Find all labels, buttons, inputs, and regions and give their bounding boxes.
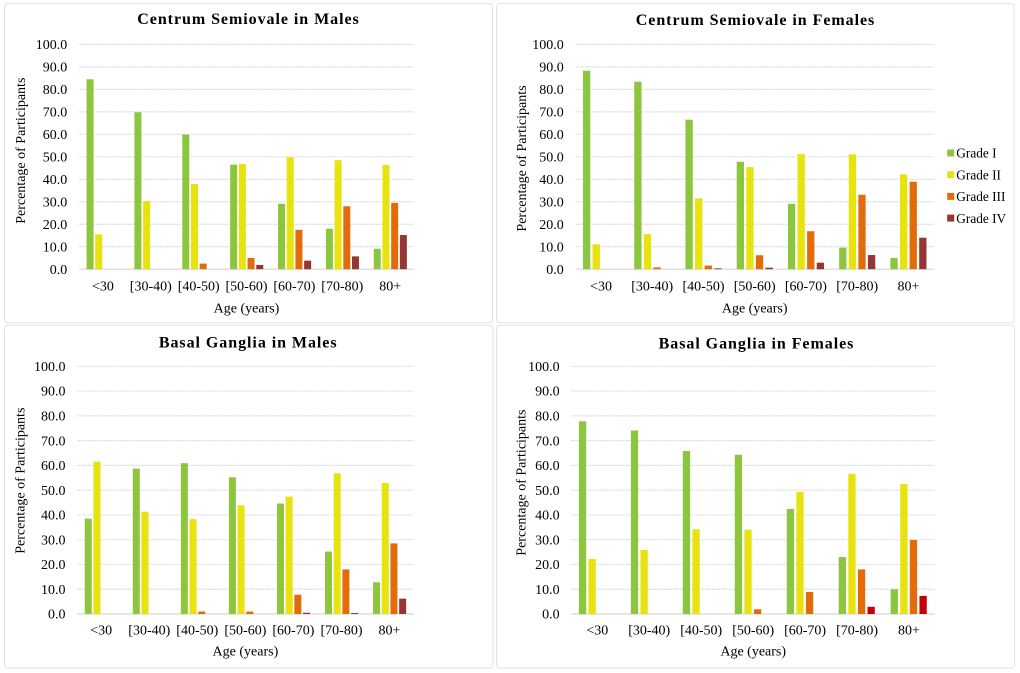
svg-text:[50-60): [50-60) [224, 623, 266, 638]
svg-text:20.0: 20.0 [539, 218, 564, 233]
svg-text:20.0: 20.0 [41, 558, 66, 573]
svg-text:Age (years): Age (years) [722, 301, 788, 316]
svg-text:60.0: 60.0 [539, 128, 564, 143]
svg-text:10.0: 10.0 [535, 583, 560, 598]
svg-text:60.0: 60.0 [535, 459, 560, 474]
svg-text:[50-60): [50-60) [732, 623, 774, 638]
svg-text:50.0: 50.0 [539, 150, 564, 165]
svg-text:70.0: 70.0 [535, 434, 560, 449]
svg-text:20.0: 20.0 [43, 218, 68, 233]
svg-text:90.0: 90.0 [43, 61, 68, 76]
svg-text:30.0: 30.0 [41, 533, 66, 548]
svg-text:30.0: 30.0 [535, 533, 560, 548]
svg-text:100.0: 100.0 [528, 360, 560, 375]
svg-text:[40-50): [40-50) [176, 623, 218, 638]
svg-text:60.0: 60.0 [43, 128, 68, 143]
svg-text:[40-50): [40-50) [680, 623, 722, 638]
svg-text:[70-80): [70-80) [836, 279, 878, 294]
svg-text:90.0: 90.0 [535, 385, 560, 400]
svg-text:40.0: 40.0 [535, 509, 560, 524]
svg-text:80.0: 80.0 [43, 83, 68, 98]
svg-text:Percentage of Participants: Percentage of Participants [14, 408, 29, 554]
svg-text:<30: <30 [586, 623, 608, 638]
svg-text:Percentage of Participants: Percentage of Participants [515, 85, 530, 231]
svg-text:[30-40): [30-40) [130, 279, 172, 294]
svg-text:80.0: 80.0 [535, 409, 560, 424]
svg-text:70.0: 70.0 [43, 105, 68, 120]
svg-text:[60-70): [60-70) [273, 279, 315, 294]
svg-text:[70-80): [70-80) [321, 279, 363, 294]
svg-text:80.0: 80.0 [539, 83, 564, 98]
svg-text:Grade I: Grade I [956, 146, 996, 161]
svg-text:20.0: 20.0 [535, 558, 560, 573]
svg-text:[30-40): [30-40) [628, 623, 670, 638]
svg-text:40.0: 40.0 [43, 173, 68, 188]
svg-text:70.0: 70.0 [41, 434, 66, 449]
svg-text:50.0: 50.0 [43, 150, 68, 165]
svg-text:[70-80): [70-80) [321, 623, 363, 638]
svg-text:40.0: 40.0 [41, 509, 66, 524]
svg-text:100.0: 100.0 [532, 38, 564, 53]
svg-text:40.0: 40.0 [539, 173, 564, 188]
svg-text:[40-50): [40-50) [178, 279, 220, 294]
svg-text:[30-40): [30-40) [128, 623, 170, 638]
svg-text:0.0: 0.0 [542, 608, 560, 623]
svg-text:50.0: 50.0 [41, 484, 66, 499]
svg-text:Percentage of Participants: Percentage of Participants [515, 410, 530, 556]
svg-text:90.0: 90.0 [539, 61, 564, 76]
svg-text:80.0: 80.0 [41, 409, 66, 424]
svg-text:80+: 80+ [379, 623, 401, 638]
svg-text:<30: <30 [92, 279, 114, 294]
svg-text:[50-60): [50-60) [226, 279, 268, 294]
svg-text:<30: <30 [90, 623, 112, 638]
svg-text:<30: <30 [590, 279, 612, 294]
svg-text:Basal Ganglia in Females: Basal Ganglia in Females [659, 336, 855, 353]
svg-text:100.0: 100.0 [34, 360, 66, 375]
svg-text:90.0: 90.0 [41, 385, 66, 400]
svg-text:0.0: 0.0 [48, 608, 66, 623]
svg-text:10.0: 10.0 [41, 583, 66, 598]
svg-text:Age (years): Age (years) [720, 645, 786, 660]
svg-text:70.0: 70.0 [539, 105, 564, 120]
svg-text:80+: 80+ [898, 623, 920, 638]
svg-text:0.0: 0.0 [546, 263, 564, 278]
svg-text:[60-70): [60-70) [784, 623, 826, 638]
svg-text:100.0: 100.0 [36, 38, 68, 53]
svg-text:80+: 80+ [897, 279, 919, 294]
svg-text:Centrum Semiovale in Females: Centrum Semiovale in Females [636, 12, 875, 29]
svg-text:Age (years): Age (years) [214, 301, 280, 316]
svg-text:Centrum Semiovale in Males: Centrum Semiovale in Males [137, 11, 359, 28]
svg-text:Basal Ganglia in Males: Basal Ganglia in Males [159, 334, 338, 351]
svg-text:Percentage of Participants: Percentage of Participants [14, 78, 29, 224]
svg-text:Grade II: Grade II [956, 167, 1001, 182]
svg-text:[60-70): [60-70) [785, 279, 827, 294]
svg-text:80+: 80+ [379, 279, 401, 294]
svg-text:[30-40): [30-40) [631, 279, 673, 294]
svg-text:[70-80): [70-80) [836, 623, 878, 638]
svg-text:60.0: 60.0 [41, 459, 66, 474]
svg-text:50.0: 50.0 [535, 484, 560, 499]
svg-text:0.0: 0.0 [50, 263, 68, 278]
svg-text:Grade III: Grade III [956, 189, 1005, 204]
svg-text:30.0: 30.0 [43, 195, 68, 210]
svg-text:10.0: 10.0 [43, 240, 68, 255]
svg-text:[60-70): [60-70) [272, 623, 314, 638]
svg-text:[40-50): [40-50) [683, 279, 725, 294]
svg-text:10.0: 10.0 [539, 240, 564, 255]
svg-text:Grade IV: Grade IV [956, 211, 1006, 226]
svg-text:Age (years): Age (years) [213, 645, 279, 660]
svg-text:30.0: 30.0 [539, 195, 564, 210]
svg-text:[50-60): [50-60) [734, 279, 776, 294]
